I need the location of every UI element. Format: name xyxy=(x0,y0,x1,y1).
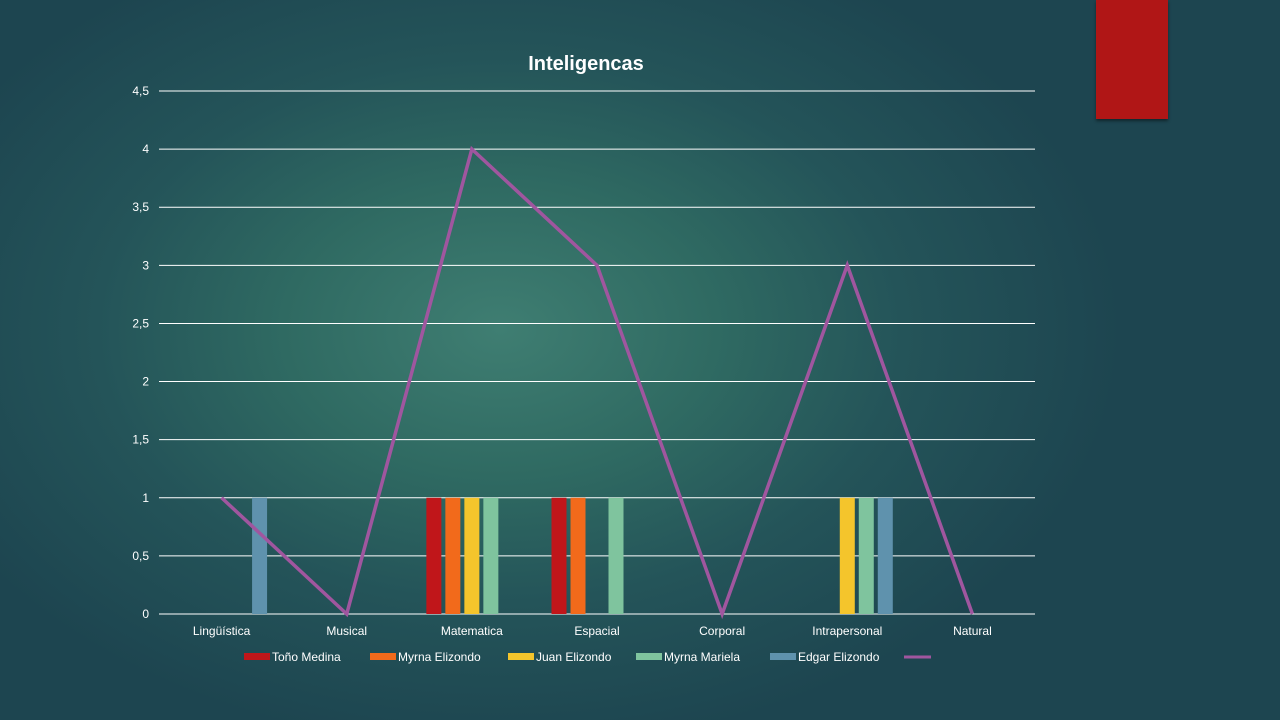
x-tick-label: Natural xyxy=(953,624,992,638)
y-tick-label: 3,5 xyxy=(132,200,149,214)
chart-title: Inteligencas xyxy=(528,53,644,75)
line-series xyxy=(220,145,975,620)
bar xyxy=(252,497,268,614)
bar xyxy=(426,497,442,614)
x-tick-label: Lingüística xyxy=(193,624,251,638)
y-tick-label: 3 xyxy=(142,258,149,272)
bars xyxy=(252,497,893,614)
legend-swatch xyxy=(244,653,270,660)
y-tick-label: 4 xyxy=(142,142,149,156)
legend-label: Toño Medina xyxy=(272,650,341,664)
legend-label: Myrna Mariela xyxy=(664,650,740,664)
legend-swatch xyxy=(770,653,796,660)
y-tick-label: 2 xyxy=(142,375,149,389)
legend-label: Edgar Elizondo xyxy=(798,650,880,664)
bar xyxy=(570,497,586,614)
bar xyxy=(608,497,624,614)
legend-label: Myrna Elizondo xyxy=(398,650,481,664)
bar xyxy=(483,497,499,614)
legend-label: Juan Elizondo xyxy=(536,650,612,664)
y-tick-label: 1 xyxy=(142,491,149,505)
y-tick-label: 1,5 xyxy=(132,433,149,447)
x-tick-label: Intrapersonal xyxy=(812,624,882,638)
legend-swatch xyxy=(508,653,534,660)
bar xyxy=(858,497,874,614)
bar xyxy=(551,497,567,614)
bar xyxy=(464,497,480,614)
x-tick-label: Musical xyxy=(326,624,367,638)
bar xyxy=(877,497,893,614)
bar xyxy=(839,497,855,614)
red-accent-tab xyxy=(1096,0,1168,119)
grid-lines xyxy=(159,90,1035,615)
y-axis: 0 0,5 1 1,5 2 2,5 3 3,5 4 4,5 xyxy=(132,84,149,621)
y-tick-label: 2,5 xyxy=(132,316,149,330)
legend: Toño Medina Myrna Elizondo Juan Elizondo My… xyxy=(244,650,931,664)
x-tick-label: Espacial xyxy=(574,624,619,638)
bar xyxy=(445,497,461,614)
x-tick-label: Corporal xyxy=(699,624,745,638)
legend-swatch xyxy=(636,653,662,660)
y-tick-label: 4,5 xyxy=(132,84,149,98)
x-tick-label: Matematica xyxy=(441,624,503,638)
legend-swatch xyxy=(370,653,396,660)
x-axis: Lingüística Musical Matematica Espacial Corp… xyxy=(193,624,992,638)
y-tick-label: 0 xyxy=(142,607,149,621)
y-tick-label: 0,5 xyxy=(132,549,149,563)
